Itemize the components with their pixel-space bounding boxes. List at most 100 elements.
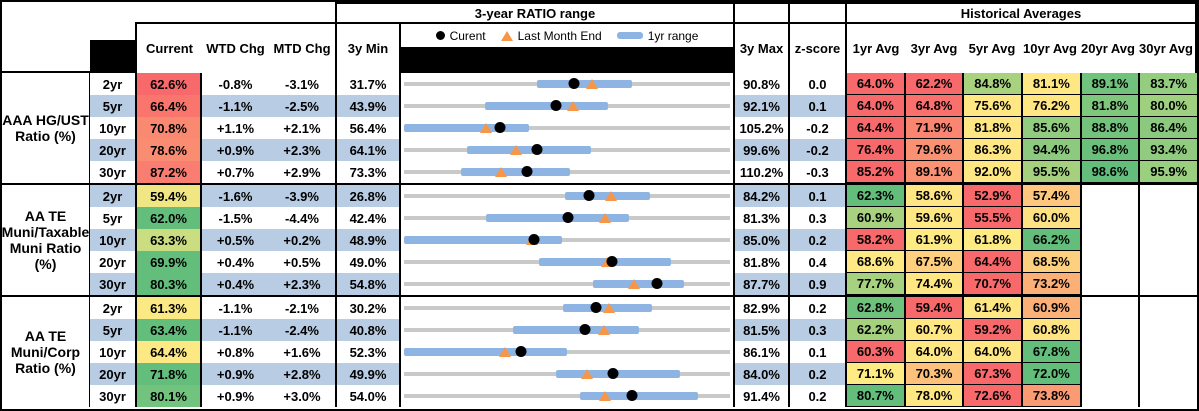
min-3y-cell: 30.2% bbox=[337, 297, 401, 319]
wtd-chg-cell: -1.1% bbox=[202, 95, 269, 117]
avg-cell: 67.3% bbox=[964, 363, 1024, 385]
group-rows: 2yr 61.3% -1.1% -2.1% 30.2% 82.9% 0.2 62.8% 59.4… bbox=[90, 297, 1197, 407]
max-3y-cell: 82.9% bbox=[735, 297, 790, 319]
group-label-line: AAA HG/UST bbox=[2, 112, 89, 128]
z-score-cell: 0.4 bbox=[790, 251, 847, 273]
tenor-cell: 10yr bbox=[90, 117, 137, 139]
avg-cell: 73.8% bbox=[1023, 385, 1082, 407]
mtd-chg-cell: +0.5% bbox=[269, 251, 337, 273]
tenor-cell: 30yr bbox=[90, 385, 137, 407]
min-3y-cell: 48.9% bbox=[337, 229, 401, 251]
range-plot-cell bbox=[401, 297, 735, 319]
avg-cell: 62.2% bbox=[905, 73, 965, 95]
avg-cell: 94.4% bbox=[1023, 139, 1082, 161]
range-plot-cell bbox=[401, 73, 735, 95]
avg-cell bbox=[1140, 251, 1197, 273]
group-label-line: AA TE bbox=[24, 328, 67, 344]
last-month-end-marker bbox=[605, 191, 618, 201]
ratio-row: 10yr 70.8% +1.1% +2.1% 56.4% 105.2% -0.2 64.4% 7… bbox=[90, 117, 1197, 139]
mtd-chg-cell: -3.9% bbox=[269, 185, 337, 207]
tenor-cell: 2yr bbox=[90, 185, 137, 207]
mtd-chg-cell: +2.3% bbox=[269, 139, 337, 161]
range-plot bbox=[404, 207, 730, 229]
col-header-3yr-avg: 3yr Avg bbox=[910, 41, 958, 56]
current-marker bbox=[651, 278, 663, 289]
avg-cell: 64.8% bbox=[905, 95, 965, 117]
one-year-range-bar bbox=[485, 102, 608, 110]
col-header-z-score: z-score bbox=[788, 22, 847, 73]
avg-cell: 81.1% bbox=[1023, 73, 1082, 95]
tenor-cell: 10yr bbox=[90, 341, 137, 363]
one-year-range-bar-icon bbox=[616, 32, 643, 39]
max-3y-cell: 110.2% bbox=[735, 161, 790, 183]
last-month-end-marker bbox=[480, 123, 493, 133]
z-score-cell: 0.9 bbox=[790, 273, 847, 295]
last-month-end-marker bbox=[598, 325, 611, 335]
avg-cell: 89.1% bbox=[905, 161, 965, 183]
col-header-20yr-avg: 20yr Avg bbox=[1081, 41, 1135, 56]
avg-cell: 95.5% bbox=[1023, 161, 1082, 183]
avg-cell bbox=[1140, 273, 1197, 295]
range-chart-header: Curent Last Month End 1yr range bbox=[399, 22, 735, 73]
col-header-3y-min: 3y Min bbox=[335, 22, 401, 73]
one-year-range-bar bbox=[486, 214, 629, 222]
range-plot-cell bbox=[401, 185, 735, 207]
avg-cell: 85.6% bbox=[1023, 117, 1082, 139]
avg-cell: 92.0% bbox=[964, 161, 1024, 183]
current-marker bbox=[626, 390, 637, 401]
avg-cell: 79.6% bbox=[905, 139, 965, 161]
mtd-chg-cell: +3.0% bbox=[269, 385, 337, 407]
min-3y-cell: 49.9% bbox=[337, 363, 401, 385]
avg-cell bbox=[1082, 185, 1141, 207]
wtd-chg-cell: +1.1% bbox=[216, 120, 255, 136]
current-cell: 62.0% bbox=[137, 207, 202, 229]
avg-cell: 71.1% bbox=[847, 363, 906, 385]
ratio-row: 20yr 78.6% +0.9% +2.3% 64.1% 99.6% -0.2 76.4% 79… bbox=[90, 139, 1197, 161]
current-cell: 64.4% bbox=[137, 341, 202, 363]
avg-cell bbox=[1140, 229, 1197, 251]
tenor-cell: 30yr bbox=[90, 273, 137, 295]
avg-cell: 78.0% bbox=[905, 385, 965, 407]
avg-cell bbox=[1140, 363, 1197, 385]
avg-cell: 60.7% bbox=[905, 319, 965, 341]
legend-item-last-month-end: Last Month End bbox=[500, 29, 602, 43]
avg-cell: 84.8% bbox=[964, 73, 1024, 95]
avg-cell bbox=[1140, 297, 1197, 319]
one-year-range-bar bbox=[404, 236, 563, 244]
current-cell: 63.4% bbox=[137, 319, 202, 341]
min-3y-cell: 43.9% bbox=[337, 95, 401, 117]
z-score-cell: 0.0 bbox=[790, 73, 847, 95]
range-plot bbox=[404, 95, 730, 117]
table-header: 3-year RATIO range Historical Averages C… bbox=[2, 2, 1197, 73]
wtd-chg-cell: +0.4% bbox=[216, 254, 255, 270]
range-plot-cell bbox=[401, 363, 735, 385]
range-track bbox=[404, 126, 730, 130]
tenor-cell: 20yr bbox=[90, 139, 137, 161]
last-month-end-marker bbox=[585, 79, 598, 89]
range-plot-cell bbox=[401, 385, 735, 407]
ratio-row: 10yr 64.4% +0.8% +1.6% 52.3% 86.1% 0.1 60.3% 64.… bbox=[90, 341, 1197, 363]
range-plot bbox=[404, 139, 730, 161]
current-marker bbox=[562, 212, 574, 223]
min-3y-cell: 54.8% bbox=[337, 273, 401, 295]
current-cell: 80.1% bbox=[137, 385, 202, 407]
col-header-1yr-avg: 1yr Avg bbox=[852, 41, 900, 56]
mtd-chg-cell: -4.4% bbox=[269, 207, 337, 229]
avg-cell bbox=[1082, 319, 1141, 341]
ratio-row: 30yr 87.2% +0.7% +2.9% 73.3% 110.2% -0.3 85.2% 8… bbox=[90, 161, 1197, 183]
col-header-10yr-avg: 10yr Avg bbox=[1023, 41, 1077, 56]
last-month-end-marker bbox=[499, 347, 512, 357]
tenor-cell: 5yr bbox=[90, 319, 137, 341]
avg-cell bbox=[1140, 319, 1197, 341]
group-label-line: Muni Ratio bbox=[9, 240, 82, 256]
spacer-box-max bbox=[733, 2, 790, 24]
range-plot-cell bbox=[401, 319, 735, 341]
group-label: AAA HG/UST Ratio (%) bbox=[2, 73, 90, 183]
avg-cell: 64.0% bbox=[847, 95, 906, 117]
avg-cell: 60.9% bbox=[847, 207, 906, 229]
wtd-chg-cell: +0.9% bbox=[202, 363, 269, 385]
tenor-cell: 20yr bbox=[90, 363, 137, 385]
min-3y-cell: 42.4% bbox=[337, 207, 401, 229]
range-plot-cell bbox=[401, 117, 735, 139]
